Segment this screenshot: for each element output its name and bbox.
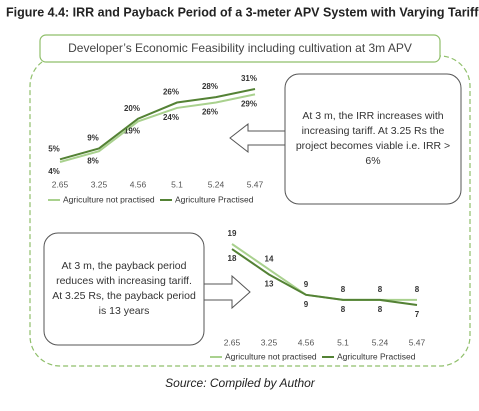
data-label: 26% [163,88,179,97]
data-label: 31% [241,74,257,83]
data-label: 7 [415,310,420,319]
annotation: At 3 m, the payback period reduces with … [52,260,196,317]
series-line [59,93,256,163]
legend-label: Agriculture not practised [225,351,317,361]
data-label: 8 [415,285,420,294]
data-label: 9% [87,134,99,143]
data-label: 8 [378,305,383,314]
data-label: 9 [304,300,309,309]
arrow [203,274,251,310]
data-label: 29% [241,100,257,109]
data-label: 8 [378,285,383,294]
x-tick-label: 3.25 [91,179,108,189]
x-tick-label: 5.24 [372,337,389,347]
data-label: 28% [202,82,218,91]
series-line [231,248,418,306]
x-tick-label: 5.1 [337,337,349,347]
data-label: 8 [341,305,346,314]
x-tick-label: 5.24 [208,179,225,189]
data-label: 26% [202,108,218,117]
source: Source: Compiled by Author [165,376,316,390]
figure-title: Figure 4.4: IRR and Payback Period of a … [6,5,479,19]
x-tick-label: 5.47 [247,179,264,189]
subtitle-box [39,34,441,63]
data-label: 8 [341,285,346,294]
arrow [229,122,286,154]
data-label: 5% [48,144,60,153]
frame [29,55,471,367]
x-tick-label: 2.65 [224,337,241,347]
data-label: 24% [163,113,179,122]
x-tick-label: 5.1 [171,179,183,189]
data-label: 9 [304,280,309,289]
x-tick-label: 5.47 [409,337,426,347]
x-tick-label: 3.25 [261,337,278,347]
series-line [231,243,417,301]
data-label: 4% [48,167,60,176]
legend-label: Agriculture Practised [337,351,416,361]
annotation: At 3 m, the IRR increases with increasin… [295,110,451,167]
x-tick-label: 4.56 [130,179,147,189]
x-tick-label: 2.65 [52,179,69,189]
data-label: 18 [228,254,237,263]
legend-label: Agriculture Practised [175,194,254,204]
x-tick-label: 4.56 [298,337,315,347]
data-label: 13 [265,280,274,289]
data-label: 19% [124,127,140,136]
data-label: 20% [124,104,140,113]
legend-label: Agriculture not practised [63,194,155,204]
data-label: 19 [228,229,237,238]
data-label: 14 [265,255,274,264]
data-label: 8% [87,156,99,165]
series-line [59,88,256,161]
subtitle: Developer’s Economic Feasibility includi… [68,41,412,55]
